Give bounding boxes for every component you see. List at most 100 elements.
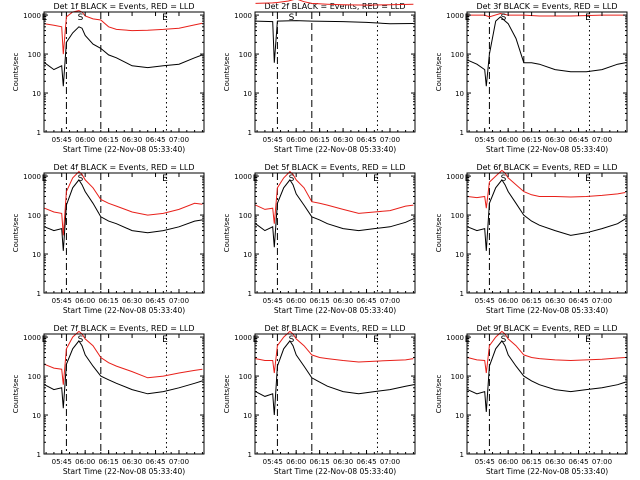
events-series-line bbox=[255, 340, 414, 416]
y-tick-label: 1 bbox=[37, 451, 41, 459]
chart-title: Det 1f BLACK = Events, RED = LLD bbox=[53, 2, 194, 11]
x-axis-label: Start Time (22-Nov-08 05:33:40) bbox=[274, 467, 396, 476]
x-tick-label: 06:30 bbox=[545, 136, 565, 144]
x-tick-label: 07:00 bbox=[592, 458, 612, 466]
x-tick-label: 06:45 bbox=[145, 458, 165, 466]
flag-marker-e: E bbox=[585, 335, 591, 345]
y-axis-label: Counts/sec bbox=[223, 214, 231, 253]
x-tick-label: 07:00 bbox=[592, 297, 612, 305]
y-tick-label: 1000 bbox=[234, 12, 252, 20]
y-tick-label: 1 bbox=[37, 290, 41, 298]
events-series-line bbox=[467, 16, 626, 87]
plot-frame bbox=[254, 11, 416, 133]
flag-marker-e: E bbox=[585, 13, 591, 23]
x-tick-label: 06:15 bbox=[522, 136, 542, 144]
y-tick-label: 10 bbox=[455, 412, 464, 420]
x-axis-label: Start Time (22-Nov-08 05:33:40) bbox=[63, 145, 185, 154]
flag-marker-e: E bbox=[253, 335, 259, 345]
x-tick-label: 05:45 bbox=[263, 136, 283, 144]
y-tick-label: 10 bbox=[243, 90, 252, 98]
chart-panel-6: Det 6f BLACK = Events, RED = LLD E S E 1 10 10… bbox=[435, 163, 628, 315]
x-tick-label: 06:15 bbox=[522, 458, 542, 466]
flag-marker-s: S bbox=[501, 174, 507, 184]
x-tick-label: 06:30 bbox=[122, 136, 142, 144]
y-tick-label: 1000 bbox=[446, 173, 464, 181]
x-tick-label: 05:45 bbox=[52, 297, 72, 305]
chart-title: Det 6f BLACK = Events, RED = LLD bbox=[476, 163, 617, 172]
y-tick-label: 100 bbox=[451, 51, 464, 59]
x-tick-label: 07:00 bbox=[169, 136, 189, 144]
y-tick-label: 1 bbox=[37, 129, 41, 137]
lld-series-line bbox=[467, 330, 626, 374]
x-tick-label: 06:00 bbox=[286, 458, 306, 466]
flag-marker-s: S bbox=[289, 174, 295, 184]
events-series-line bbox=[255, 179, 414, 248]
flag-marker-e: E bbox=[465, 13, 471, 23]
lld-series-line bbox=[255, 170, 414, 224]
x-tick-label: 06:15 bbox=[310, 297, 330, 305]
y-tick-label: 100 bbox=[28, 212, 41, 220]
y-tick-label: 1000 bbox=[23, 12, 41, 20]
y-tick-label: 100 bbox=[451, 373, 464, 381]
y-tick-label: 1000 bbox=[234, 173, 252, 181]
y-tick-label: 1000 bbox=[446, 334, 464, 342]
flag-marker-s: S bbox=[289, 13, 295, 23]
chart-title: Det 5f BLACK = Events, RED = LLD bbox=[264, 163, 405, 172]
flag-marker-e: E bbox=[585, 174, 591, 184]
lld-series-line bbox=[255, 330, 414, 374]
plot-frame bbox=[466, 172, 628, 294]
flag-marker-e: E bbox=[253, 174, 259, 184]
x-tick-label: 05:45 bbox=[263, 297, 283, 305]
x-tick-label: 06:45 bbox=[145, 297, 165, 305]
flag-marker-s: S bbox=[78, 335, 84, 345]
x-tick-label: 06:00 bbox=[75, 136, 95, 144]
y-tick-label: 1000 bbox=[446, 12, 464, 20]
flag-marker-e: E bbox=[373, 335, 379, 345]
y-tick-label: 1 bbox=[460, 290, 464, 298]
flag-marker-e: E bbox=[42, 174, 48, 184]
x-tick-label: 05:45 bbox=[52, 136, 72, 144]
flag-marker-s: S bbox=[501, 335, 507, 345]
x-tick-label: 06:45 bbox=[145, 136, 165, 144]
x-tick-label: 06:15 bbox=[310, 458, 330, 466]
y-tick-label: 1 bbox=[248, 290, 252, 298]
lld-series-line bbox=[44, 330, 203, 385]
x-tick-label: 06:00 bbox=[286, 136, 306, 144]
y-tick-label: 1000 bbox=[23, 334, 41, 342]
x-tick-label: 06:00 bbox=[498, 297, 518, 305]
chart-panel-8: Det 8f BLACK = Events, RED = LLD E S E 1 10 10… bbox=[223, 324, 416, 476]
events-series-line bbox=[467, 340, 626, 412]
plot-frame bbox=[254, 333, 416, 455]
x-axis-label: Start Time (22-Nov-08 05:33:40) bbox=[63, 467, 185, 476]
x-axis-label: Start Time (22-Nov-08 05:33:40) bbox=[63, 306, 185, 315]
y-tick-label: 100 bbox=[239, 212, 252, 220]
x-tick-label: 06:30 bbox=[545, 458, 565, 466]
plot-frame bbox=[254, 172, 416, 294]
flag-marker-e: E bbox=[42, 13, 48, 23]
flag-marker-s: S bbox=[78, 174, 84, 184]
flag-marker-e: E bbox=[162, 335, 168, 345]
x-tick-label: 07:00 bbox=[592, 136, 612, 144]
y-tick-label: 10 bbox=[455, 251, 464, 259]
chart-panel-4: Det 4f BLACK = Events, RED = LLD E S E 1 10 10… bbox=[12, 163, 205, 315]
x-tick-label: 06:45 bbox=[568, 297, 588, 305]
y-tick-label: 10 bbox=[243, 412, 252, 420]
x-tick-label: 05:45 bbox=[52, 458, 72, 466]
x-tick-label: 05:45 bbox=[475, 458, 495, 466]
x-axis-label: Start Time (22-Nov-08 05:33:40) bbox=[486, 306, 608, 315]
y-tick-label: 100 bbox=[28, 51, 41, 59]
chart-panel-2: Det 2f BLACK = Events, RED = LLD S 1 10 100 1… bbox=[223, 0, 416, 154]
x-tick-label: 07:00 bbox=[380, 458, 400, 466]
x-tick-label: 06:30 bbox=[122, 297, 142, 305]
y-axis-label: Counts/sec bbox=[435, 375, 443, 414]
x-tick-label: 06:30 bbox=[333, 297, 353, 305]
x-tick-label: 06:00 bbox=[498, 458, 518, 466]
flag-marker-s: S bbox=[289, 335, 295, 345]
chart-panel-3: Det 3f BLACK = Events, RED = LLD E S E 1 10 10… bbox=[435, 2, 628, 154]
y-tick-label: 1 bbox=[248, 129, 252, 137]
events-series-line bbox=[44, 179, 203, 251]
y-axis-label: Counts/sec bbox=[12, 375, 20, 414]
x-axis-label: Start Time (22-Nov-08 05:33:40) bbox=[486, 145, 608, 154]
chart-panel-5: Det 5f BLACK = Events, RED = LLD E S E 1 10 10… bbox=[223, 163, 416, 315]
